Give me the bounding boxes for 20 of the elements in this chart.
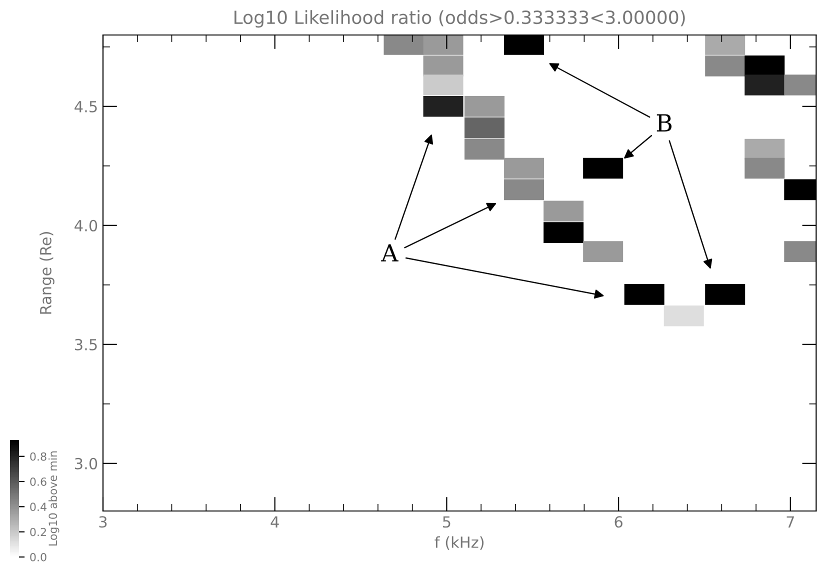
- y-tick-label: 3.0: [75, 458, 98, 470]
- annotation: A: [381, 244, 398, 262]
- color-bar-label: 0.4: [30, 502, 46, 512]
- color-bar-label: 0.2: [30, 528, 46, 536]
- color-bar-label: 0.8: [30, 452, 46, 461]
- x-tick-label: 6: [614, 516, 622, 528]
- y-tick-label: 4.0: [74, 220, 98, 232]
- y-tick-label: 4.5: [74, 101, 97, 112]
- y-tick-label: 3.5: [75, 338, 97, 350]
- color-bar-label: 0.6: [30, 477, 46, 486]
- x-axis-title: f (kHz): [434, 536, 484, 550]
- color-bar-label: 0.0: [30, 552, 46, 562]
- x-tick-label: 4: [270, 516, 279, 528]
- y-axis-title: Range (Re): [40, 232, 54, 314]
- color-bar-title: Log10 above min: [48, 451, 60, 546]
- chart-title: Log10 Likelihood ratio (odds>0.333333<3.00000): [234, 10, 685, 28]
- x-tick-label: 5: [443, 516, 450, 528]
- x-tick-label: 7: [786, 516, 794, 528]
- annotation: B: [656, 114, 672, 132]
- x-tick-label: 3: [99, 516, 107, 528]
